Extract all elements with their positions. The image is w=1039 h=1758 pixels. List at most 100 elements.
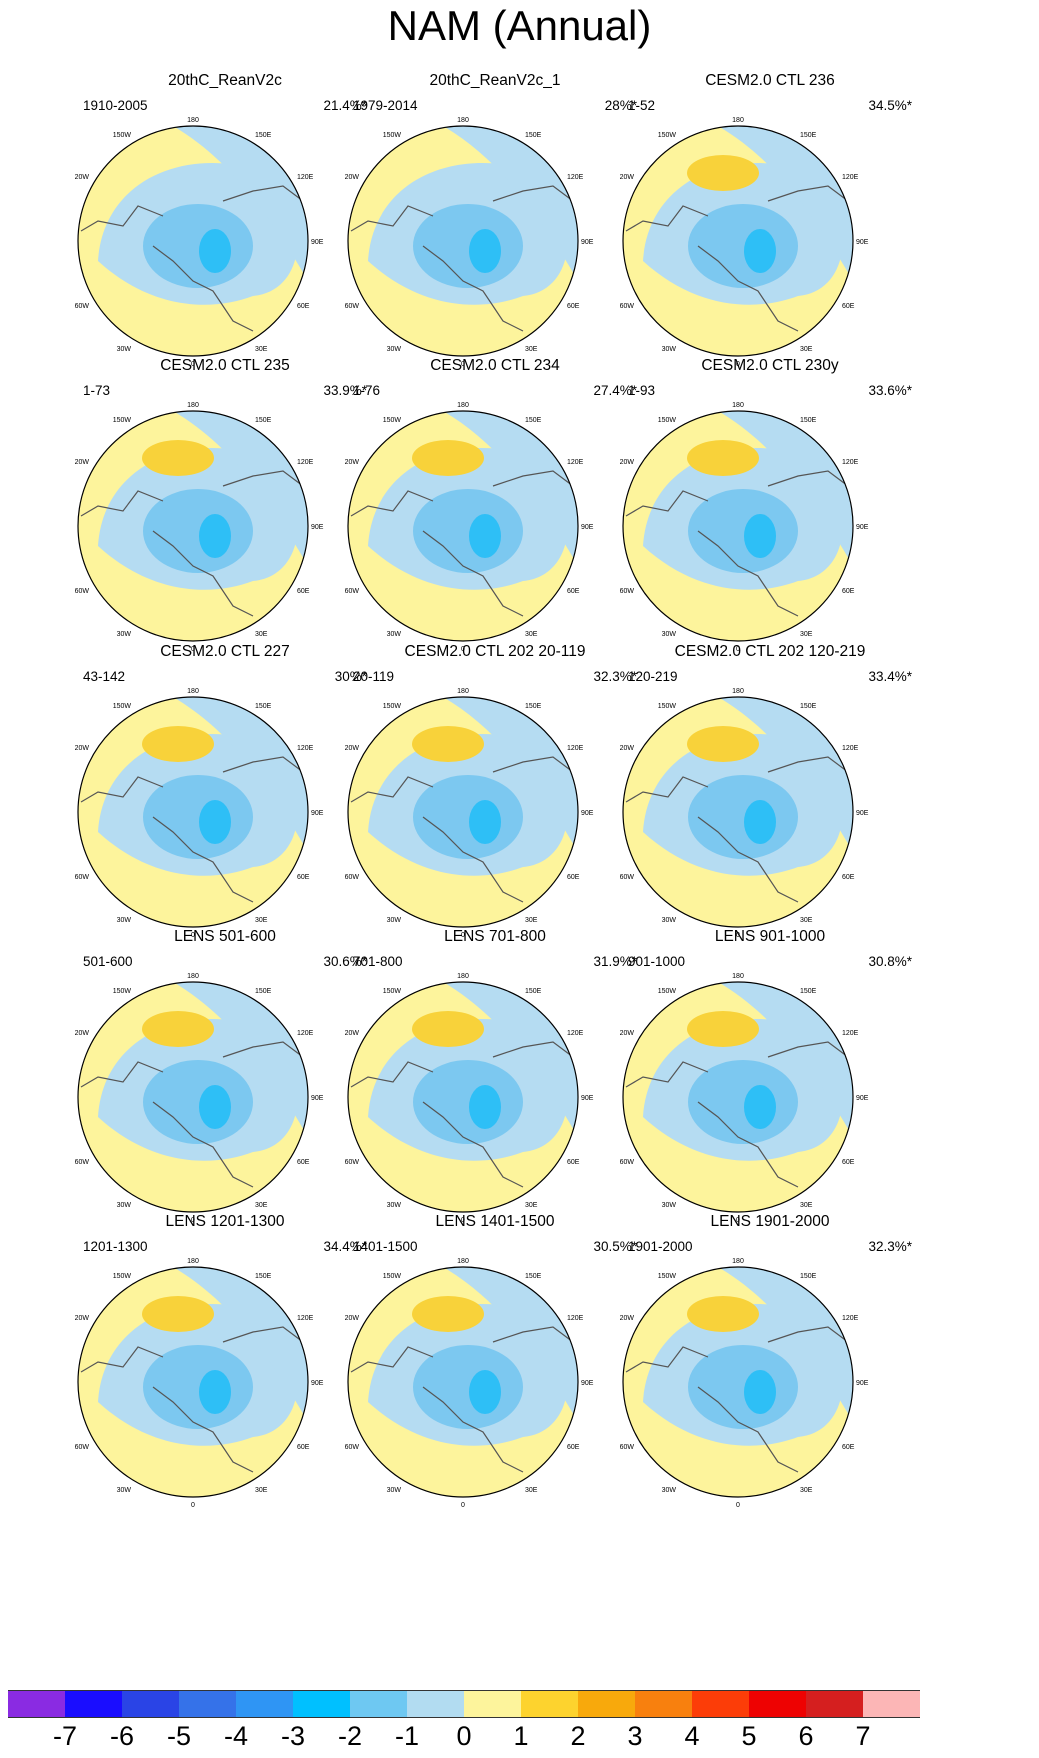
panel-variance-percent: 33.4%*: [868, 669, 912, 684]
negative-anomaly-center: [199, 1370, 231, 1414]
map-panel: LENS 1401-15001401-150030.5%*180090W90E1…: [345, 1213, 645, 1513]
longitude-label: 120E: [567, 745, 584, 752]
longitude-label: 0: [736, 361, 740, 366]
negative-anomaly-core: [143, 489, 253, 573]
colorbar-tick-label: 0: [456, 1721, 472, 1751]
longitude-label: 60W: [620, 874, 634, 881]
longitude-label: 150W: [383, 988, 402, 995]
map-boundary: [77, 125, 309, 357]
colorbar-tick-label: -5: [166, 1721, 191, 1751]
map-boundary: [347, 1266, 579, 1498]
colorbar-swatch: [350, 1690, 407, 1718]
polar-map: 180090W90E150W120W150E120E60W30W60E30E: [75, 402, 324, 651]
figure-title: NAM (Annual): [387, 2, 652, 49]
negative-anomaly-core: [688, 775, 798, 859]
positive-anomaly-pacific: [687, 1296, 759, 1332]
longitude-label: 90E: [856, 239, 869, 246]
longitude-label: 0: [736, 646, 740, 651]
longitude-label: 0: [461, 361, 465, 366]
longitude-label: 150W: [383, 417, 402, 424]
longitude-label: 180: [457, 117, 469, 124]
panel-variance-percent: 33.6%*: [868, 383, 912, 398]
longitude-label: 150W: [113, 988, 132, 995]
panel-period: 1-52: [628, 98, 656, 113]
negative-anomaly-center: [469, 1085, 501, 1129]
longitude-label: 60W: [620, 1159, 634, 1166]
positive-anomaly-pacific: [412, 1296, 484, 1332]
longitude-label: 180: [457, 1258, 469, 1265]
map-panel: CESM2.0 CTL 202 120-219 120-219 33.4%* 180 0…: [620, 643, 920, 943]
longitude-label: 120W: [75, 174, 89, 181]
colorbar-swatch: [749, 1690, 806, 1718]
longitude-label: 30E: [255, 346, 268, 353]
longitude-label: 60E: [297, 1159, 310, 1166]
longitude-label: 90E: [856, 810, 869, 817]
positive-anomaly-pacific: [687, 726, 759, 762]
longitude-label: 60W: [75, 588, 89, 595]
map-boundary: [77, 1266, 309, 1498]
longitude-label: 120E: [567, 1315, 584, 1322]
map-boundary: [77, 981, 309, 1213]
longitude-label: 90E: [856, 1380, 869, 1387]
negative-anomaly-area: [718, 1267, 853, 1422]
colorbar-tick-label: -3: [280, 1721, 305, 1751]
longitude-label: 60W: [620, 588, 634, 595]
panel-period: 43-142: [83, 669, 126, 684]
longitude-label: 60W: [345, 874, 359, 881]
longitude-label: 90E: [581, 810, 594, 817]
positive-anomaly-pacific: [687, 440, 759, 476]
longitude-label: 30W: [117, 346, 132, 353]
map-panel: LENS 1201-13001201-130034.4%*180090W90E1…: [75, 1213, 375, 1513]
longitude-label: 0: [191, 361, 195, 366]
coastline: [80, 1041, 304, 1188]
negative-anomaly-area: [173, 1267, 308, 1422]
longitude-label: 30E: [525, 346, 538, 353]
negative-anomaly-center: [199, 1085, 231, 1129]
panel-variance-percent: 32.3%*: [868, 1239, 912, 1254]
map-boundary: [622, 981, 854, 1213]
colorbar-tick-label: 6: [798, 1721, 814, 1751]
longitude-label: 180: [732, 1258, 744, 1265]
negative-anomaly-area: [718, 697, 853, 852]
longitude-label: 150W: [383, 132, 402, 139]
longitude-label: 30W: [117, 1202, 132, 1209]
colorbar-swatch: [236, 1690, 293, 1718]
longitude-label: 150E: [800, 1273, 817, 1280]
longitude-label: 0: [191, 1502, 195, 1507]
map-panel: CESM2.0 CTL 2361-5234.5%*180090W90E150W1…: [620, 72, 920, 372]
polar-map: 180090W90E150W120W150E120E60W30W60E30E: [345, 402, 594, 651]
longitude-label: 60W: [345, 1444, 359, 1451]
colorbar-tick-label: 1: [513, 1721, 529, 1751]
longitude-label: 150W: [658, 703, 677, 710]
panel-variance-percent: 28%*: [604, 98, 637, 113]
longitude-label: 120E: [297, 1315, 314, 1322]
map-boundary: [77, 696, 309, 928]
colorbar-tick-label: -7: [52, 1721, 77, 1751]
negative-anomaly-area: [718, 982, 853, 1137]
longitude-label: 90E: [581, 524, 594, 531]
longitude-label: 150E: [800, 417, 817, 424]
longitude-label: 0: [736, 1217, 740, 1222]
longitude-label: 150W: [658, 988, 677, 995]
longitude-label: 60E: [842, 874, 855, 881]
longitude-label: 60W: [75, 874, 89, 881]
map-panel: 20thC_ReanV2c1910-200521.4%*180090W90E15…: [75, 72, 375, 372]
map-panel: LENS 901-1000901-100030.8%*180090W90E150…: [620, 928, 920, 1228]
longitude-label: 60W: [345, 1159, 359, 1166]
negative-anomaly-core: [688, 1060, 798, 1144]
longitude-label: 150E: [525, 417, 542, 424]
map-boundary: [622, 410, 854, 642]
longitude-label: 60W: [620, 1444, 634, 1451]
longitude-label: 0: [191, 1217, 195, 1222]
positive-anomaly-pacific: [412, 440, 484, 476]
panel-title: LENS 501-600: [174, 928, 276, 945]
longitude-label: 30W: [662, 1487, 677, 1494]
panel-title: CESM2.0 CTL 234: [430, 357, 560, 374]
longitude-label: 0: [736, 1502, 740, 1507]
panel-title: CESM2.0 CTL 227: [160, 643, 290, 660]
polar-map: 180090W90E150W120W150E120E60W30W60E30E: [75, 973, 324, 1222]
longitude-label: 180: [187, 1258, 199, 1265]
positive-anomaly-pacific: [142, 726, 214, 762]
negative-anomaly-area: [173, 697, 308, 852]
longitude-label: 150W: [113, 132, 132, 139]
